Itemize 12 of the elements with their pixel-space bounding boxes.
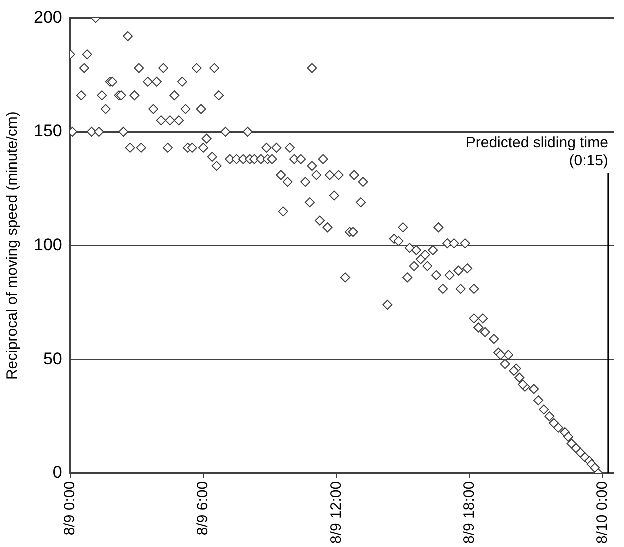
y-tick-label: 150: [34, 122, 62, 141]
y-axis-title: Reciprocal of moving speed (minute/cm): [4, 112, 22, 380]
ref-line-label: Predicted sliding time (0:15): [466, 134, 608, 170]
x-tick-label: 8/9 6:00: [194, 481, 212, 536]
y-tick-label: 200: [34, 8, 62, 27]
x-tick-label: 8/10 0:00: [594, 481, 612, 544]
x-tick-label: 8/9 18:00: [460, 481, 478, 544]
y-tick-label: 50: [43, 349, 62, 368]
y-tick-label: 0: [52, 463, 62, 482]
x-tick-label: 8/9 12:00: [328, 481, 345, 544]
y-tick-label: 100: [34, 236, 62, 255]
x-tick-label: 8/9 0:00: [62, 481, 79, 536]
